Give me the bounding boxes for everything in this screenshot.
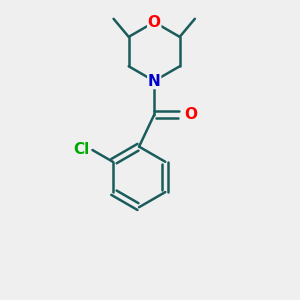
Text: Cl: Cl [74,142,90,158]
Text: O: O [148,15,161,30]
Text: O: O [148,15,161,30]
Text: N: N [148,74,161,88]
Text: N: N [148,74,161,88]
Text: O: O [184,107,197,122]
